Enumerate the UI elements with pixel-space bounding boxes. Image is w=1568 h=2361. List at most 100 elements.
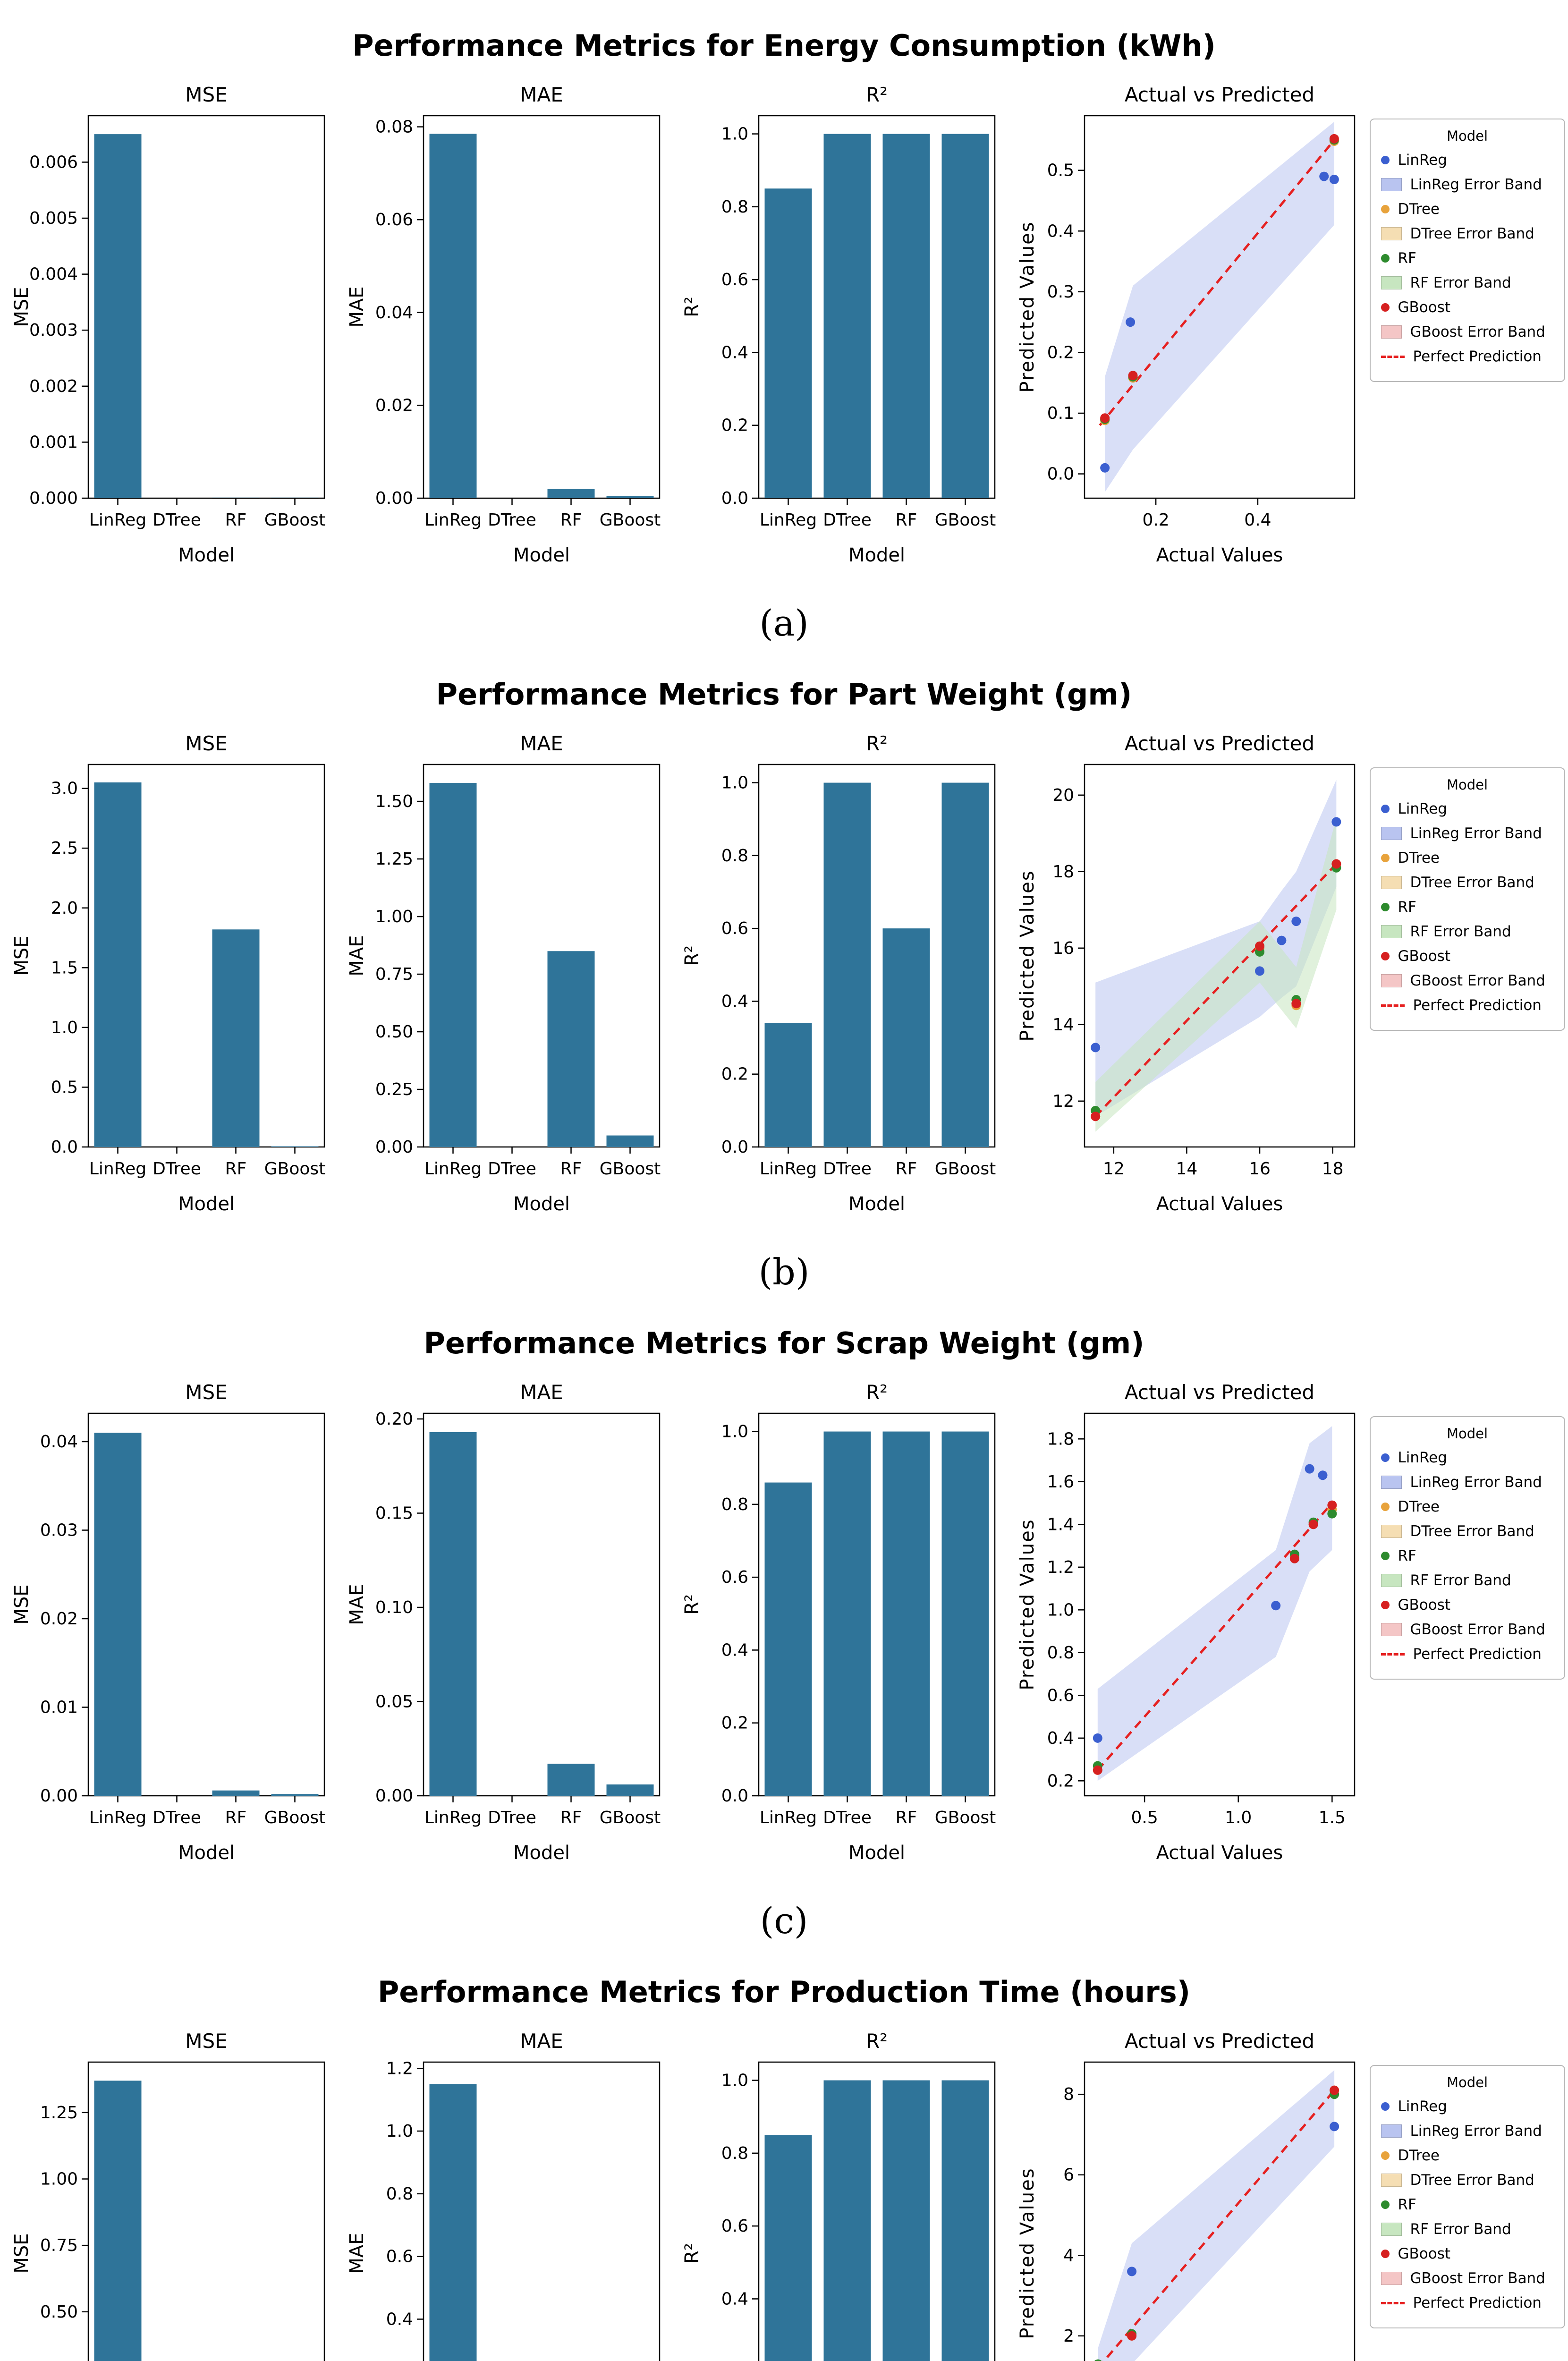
chart-title: R²: [865, 2030, 887, 2053]
y-tick-label: 8: [1063, 2085, 1074, 2104]
x-tick-label: DTree: [153, 1808, 201, 1827]
bar-gboost: [941, 134, 989, 498]
y-tick-label: 0.8: [721, 1495, 748, 1514]
perfect-prediction-line: [1094, 863, 1337, 1117]
error-band: [1098, 2070, 1334, 2361]
rf-error-band-marker: [1381, 1574, 1402, 1587]
dtree-error-band-marker: [1381, 2174, 1402, 2187]
mse-bar-chart: 0.000.250.500.751.001.25LinRegDTreeRFGBo…: [11, 2030, 325, 2361]
point-linreg: [1125, 317, 1135, 327]
chart-title: MAE: [520, 1381, 563, 1404]
legend-entry-label: Perfect Prediction: [1413, 2294, 1542, 2311]
y-tick-label: 0.2: [721, 1714, 748, 1733]
actual-vs-predicted-chart: 0.5 1.0 1.5 0.2 0.4 0.6 0.8 1.0 1.2 1.4 1.6 1.8 Actu…: [1017, 1381, 1355, 1864]
chart-title: MSE: [185, 2030, 227, 2053]
y-tick-label: 1.0: [386, 2122, 413, 2141]
bar-gboost: [271, 1794, 318, 1796]
y-tick-label: 0.000: [29, 489, 77, 508]
dtree-error-band-marker: [1381, 1525, 1402, 1538]
y-tick-label: 0.004: [29, 265, 77, 284]
bar-rf: [882, 1431, 930, 1796]
x-tick-label: DTree: [488, 1159, 536, 1179]
y-tick-label: 1.2: [1047, 1558, 1074, 1577]
legend-entry: DTree: [1381, 201, 1554, 218]
rf-error-band-marker: [1381, 2223, 1402, 2236]
y-tick-label: 0.1: [1047, 404, 1074, 423]
mse-bar-chart: 0.00 0.01 0.02 0.03 0.04 LinReg DTree RF GBoost M…: [11, 1381, 325, 1864]
legend-entry: DTree: [1381, 849, 1554, 866]
legend-entry: DTree Error Band: [1381, 874, 1554, 891]
legend-entry: GBoost Error Band: [1381, 1621, 1554, 1638]
legend-entry-label: DTree Error Band: [1410, 1523, 1534, 1540]
r2-bar-chart: 0.0 0.2 0.4 0.6 0.8 1.0 LinReg DTree RF GBoost R² M…: [681, 732, 996, 1215]
y-tick-label: 1.0: [1047, 1600, 1074, 1620]
y-tick-label: 0.5: [1047, 161, 1074, 180]
point-linreg: [1331, 817, 1341, 827]
legend-entry-label: RF: [1398, 899, 1416, 916]
legend: Model LinReg LinReg Error Band DTree DTree E…: [1369, 767, 1565, 1031]
y-axis-label: Predicted Values: [1017, 2167, 1038, 2339]
point-linreg: [1276, 935, 1286, 945]
bar-gboost: [941, 782, 989, 1147]
y-tick-label: 0.2: [1047, 1771, 1074, 1791]
legend-entry-label: RF Error Band: [1410, 1572, 1511, 1589]
bar-rf: [882, 134, 930, 498]
panel-letter: (a): [759, 602, 809, 644]
chart-title: MSE: [185, 1381, 227, 1404]
chart-title: Actual vs Predicted: [1124, 83, 1314, 106]
legend-entry-label: GBoost: [1398, 299, 1451, 316]
y-tick-label: 0.00: [375, 489, 413, 508]
chart-title: MAE: [520, 732, 563, 755]
legend-entry: GBoost Error Band: [1381, 2270, 1554, 2287]
y-axis-label: MSE: [11, 1584, 33, 1624]
point-gboost: [1127, 2331, 1136, 2341]
legend-entry: GBoost: [1381, 1597, 1554, 1614]
mae-bar-chart: 0.00 0.02 0.04 0.06 0.08 LinReg DTree RF GBoost M…: [346, 83, 661, 566]
point-gboost: [1331, 859, 1341, 869]
y-axis-label: MAE: [346, 935, 368, 976]
x-tick-label: RF: [225, 1159, 246, 1179]
bar-linreg: [764, 1482, 812, 1796]
y-tick-label: 0.75: [40, 2236, 77, 2255]
bar-linreg: [429, 1432, 476, 1796]
point-gboost: [1093, 1765, 1102, 1775]
point-gboost: [1291, 999, 1301, 1009]
x-tick-label: LinReg: [89, 510, 146, 530]
y-tick-label: 1.0: [51, 1018, 77, 1037]
x-tick-label: LinReg: [424, 1159, 481, 1179]
chart-title: MAE: [520, 83, 563, 106]
bar-linreg: [429, 2084, 476, 2361]
y-tick-label: 16: [1052, 939, 1074, 958]
x-axis-label: Model: [848, 1193, 905, 1215]
perfect-prediction-marker: [1381, 2302, 1405, 2304]
legend-entry-label: RF Error Band: [1410, 923, 1511, 940]
y-axis-label: MSE: [11, 287, 33, 327]
dtree-error-band-marker: [1381, 876, 1402, 889]
point-gboost: [1329, 134, 1339, 144]
linreg-error-band-marker: [1381, 2124, 1402, 2138]
legend-entry: Perfect Prediction: [1381, 997, 1554, 1014]
y-tick-label: 0.50: [40, 2302, 77, 2322]
y-tick-label: 0.8: [721, 846, 748, 866]
gboost-error-band-marker: [1381, 325, 1402, 339]
dtree-marker: [1381, 854, 1390, 862]
y-tick-label: 0.20: [375, 1410, 413, 1429]
legend-entry-label: GBoost: [1398, 2245, 1451, 2262]
legend-entry-label: LinReg: [1398, 800, 1447, 817]
bar-gboost: [606, 496, 653, 498]
x-axis-label: Model: [178, 1193, 234, 1215]
mae-bar-chart: 0.00 0.25 0.50 0.75 1.00 1.25 1.50 LinReg DTree R…: [346, 732, 661, 1215]
point-linreg: [1317, 1470, 1327, 1480]
x-tick-label: LinReg: [759, 1808, 816, 1827]
y-tick-label: 18: [1052, 862, 1074, 882]
y-tick-label: 0.6: [721, 270, 748, 289]
legend-entry: GBoost Error Band: [1381, 323, 1554, 340]
legend-entry: LinReg Error Band: [1381, 825, 1554, 842]
y-tick-label: 1.0: [721, 1422, 748, 1442]
legend-title: Model: [1446, 2074, 1488, 2090]
y-tick-label: 0.0: [721, 1786, 748, 1806]
legend-entry: GBoost Error Band: [1381, 972, 1554, 989]
legend-entry-label: GBoost Error Band: [1410, 1621, 1545, 1638]
x-tick-label: 0.5: [1131, 1808, 1158, 1827]
